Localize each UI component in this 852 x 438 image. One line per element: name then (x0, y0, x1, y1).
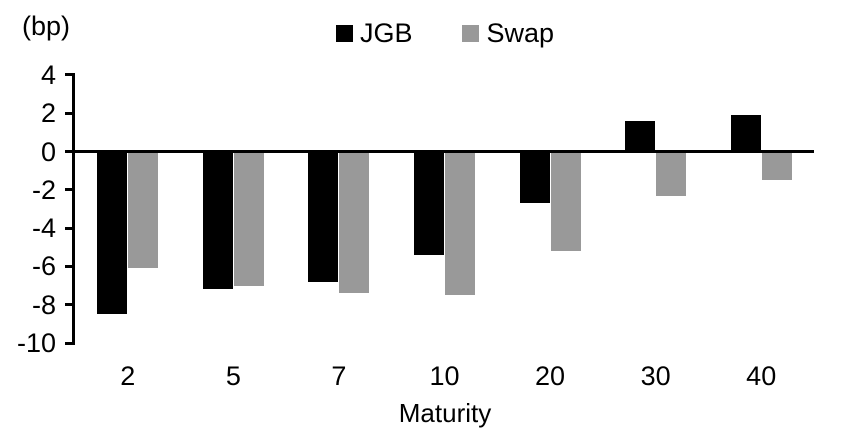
y-tick-label: -6 (31, 251, 56, 282)
bar-jgb-10 (414, 151, 444, 255)
y-tick-mark (65, 73, 75, 77)
x-tick-label: 10 (429, 361, 460, 391)
y-tick-mark (65, 150, 75, 153)
y-tick-mark (65, 264, 75, 268)
y-tick-label: -2 (31, 174, 56, 205)
bar-jgb-7 (308, 151, 339, 282)
y-tick-label: -10 (16, 328, 56, 358)
legend-swatch-icon (335, 24, 353, 42)
y-tick-mark (65, 111, 75, 115)
bar-jgb-5 (202, 151, 233, 290)
bar-swap-30 (656, 151, 687, 196)
x-tick-label: 40 (746, 361, 777, 391)
legend-item-jgb: JGB (335, 18, 413, 48)
y-tick-label: 0 (40, 136, 56, 167)
bar-swap-40 (761, 151, 792, 181)
y-tick-label: -4 (31, 213, 56, 244)
y-axis-line (72, 73, 75, 345)
x-tick-label: 7 (331, 361, 347, 391)
bar-swap-20 (550, 151, 581, 252)
bar-jgb-2 (97, 151, 128, 315)
legend-item-swap: Swap (462, 18, 554, 48)
y-tick-mark (65, 341, 75, 345)
x-axis-zero-line (75, 150, 814, 153)
y-tick-label: 4 (40, 59, 56, 90)
bar-jgb-30 (625, 120, 656, 152)
y-tick-mark (65, 188, 75, 192)
bar-swap-2 (128, 151, 159, 269)
y-tick-label: -8 (31, 289, 56, 320)
x-axis-title: Maturity (398, 398, 492, 428)
y-tick-mark (65, 303, 75, 307)
x-tick-label: 2 (120, 361, 136, 391)
legend: JGB Swap (75, 16, 815, 50)
legend-swatch-icon (462, 24, 480, 42)
bar-jgb-20 (519, 151, 550, 204)
y-tick-mark (65, 226, 75, 230)
x-tick-label: 30 (640, 361, 671, 391)
legend-label: JGB (359, 18, 413, 48)
y-tick-label: 2 (40, 98, 56, 129)
bar-jgb-40 (730, 115, 761, 152)
bar-swap-10 (445, 151, 475, 296)
bar-swap-5 (233, 151, 264, 286)
x-tick-label: 5 (225, 361, 241, 391)
x-tick-label: 20 (535, 361, 566, 391)
y-axis-unit-label: (bp) (22, 11, 71, 41)
bar-swap-7 (339, 151, 370, 294)
legend-label: Swap (486, 18, 555, 48)
